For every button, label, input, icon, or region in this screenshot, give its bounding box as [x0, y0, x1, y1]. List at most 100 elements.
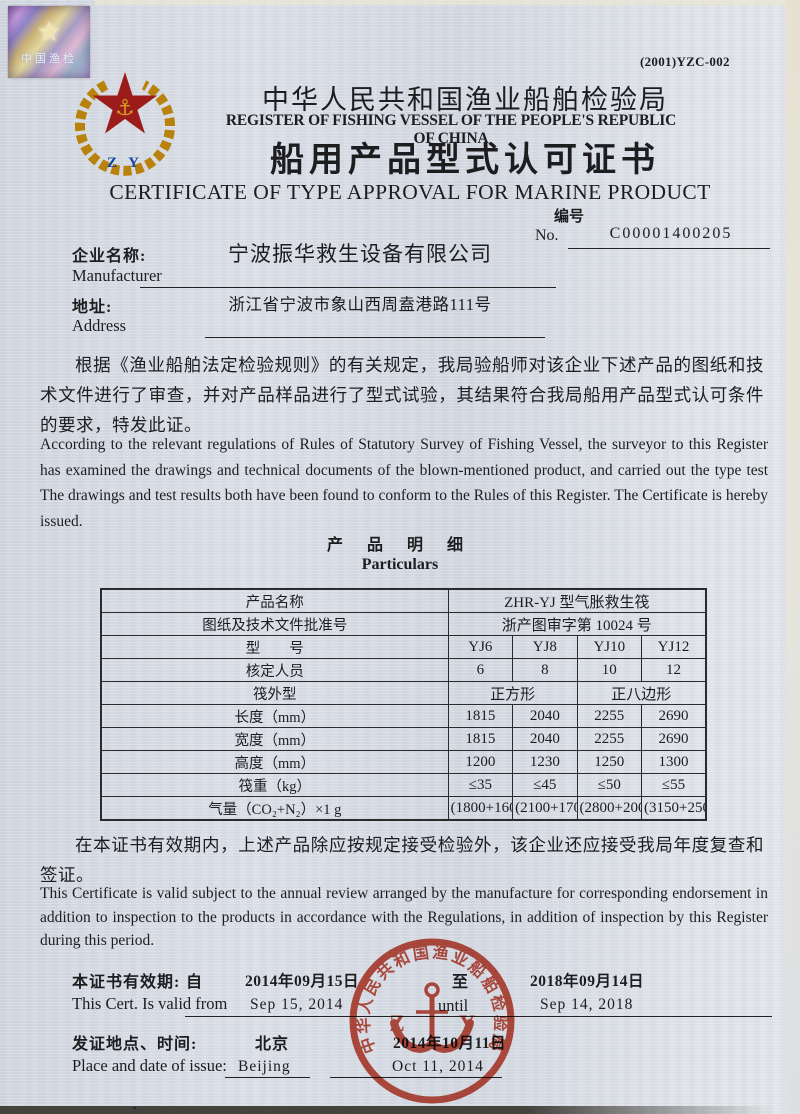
cell: 10 — [576, 658, 643, 682]
seal-outer-ring — [349, 938, 515, 1104]
hologram-label: 中国渔检 — [21, 53, 77, 65]
laurel-wreath-icon — [75, 80, 175, 176]
manufacturer-value: 宁波振华救生设备有限公司 — [228, 242, 492, 266]
valid-to-date-en: Sep 14, 2018 — [540, 996, 634, 1013]
row-label: 筏重（kg） — [100, 773, 449, 797]
row-value: 浙产图审字第 10024 号 — [447, 612, 707, 636]
cell: 1230 — [512, 750, 578, 774]
scan-edge-bottom — [0, 1106, 775, 1114]
cell: ≤35 — [447, 773, 514, 797]
validity-to-word-zh: 至 — [452, 974, 470, 991]
cell: YJ6 — [447, 635, 514, 659]
statement-paragraph-en: According to the relevant regulations of… — [40, 436, 768, 530]
address-label-zh: 地址: — [72, 299, 113, 316]
cell: 6 — [447, 658, 514, 682]
table-row: 宽度（mm） 1815 2040 2255 2690 — [100, 727, 707, 751]
address-underline — [205, 337, 545, 338]
issue-place-en: Beijing — [238, 1058, 291, 1075]
scan-edge-top — [95, 0, 800, 5]
table-row: 筏外型 正方形 正八边形 — [100, 681, 707, 705]
issue-label-zh: 发证地点、时间: — [72, 1036, 198, 1053]
cell: 1300 — [641, 750, 707, 774]
table-row: 核定人员 6 8 10 12 — [100, 658, 707, 682]
issue-place-underline — [225, 1077, 310, 1078]
table-row: 气量（CO₂+N₂）×1 g (1800+160)×1 (2100+170)×1… — [100, 796, 707, 821]
cell: 1200 — [447, 750, 514, 774]
valid-to-date-zh: 2018年09月14日 — [530, 973, 645, 990]
validity-underline — [185, 1016, 772, 1017]
cell: 2255 — [576, 704, 643, 728]
cell: YJ12 — [641, 635, 707, 659]
anchor-icon: ⚓ — [115, 96, 135, 121]
row-label: 宽度（mm） — [100, 727, 449, 751]
form-code: (2001)YZC-002 — [640, 54, 730, 69]
statement-paragraph-zh: 根据《渔业船舶法定检验规则》的有关规定，我局验船师对该企业下述产品的图纸和技术文… — [40, 355, 764, 435]
row-value: ZHR-YJ 型气胀救生筏 — [447, 588, 707, 613]
manufacturer-underline — [140, 287, 556, 288]
cell: 2255 — [576, 727, 643, 751]
valid-from-date-en: Sep 15, 2014 — [250, 996, 344, 1013]
table-row: 产品名称 ZHR-YJ 型气胀救生筏 — [100, 588, 707, 613]
table-row: 长度（mm） 1815 2040 2255 2690 — [100, 704, 707, 728]
table-row: 型 号 YJ6 YJ8 YJ10 YJ12 — [100, 635, 707, 659]
number-label-zh: 编号 — [554, 209, 585, 225]
cell: 2690 — [641, 727, 707, 751]
authority-name-en: REGISTER OF FISHING VESSEL OF THE PEOPLE… — [225, 112, 677, 147]
issue-label-en: Place and date of issue: — [72, 1056, 227, 1075]
cell: (2100+170)×1 — [512, 796, 578, 821]
cell: YJ10 — [576, 635, 643, 659]
issue-place-zh: 北京 — [255, 1036, 290, 1053]
cell: 12 — [641, 658, 707, 682]
stray-mark: . — [133, 1098, 137, 1113]
issue-date-en: Oct 11, 2014 — [392, 1058, 484, 1075]
cell: 8 — [512, 658, 578, 682]
cell: 2690 — [641, 704, 707, 728]
cell: (1800+160)×1 — [447, 796, 514, 821]
cell: 1815 — [447, 727, 514, 751]
row-label: 高度（mm） — [100, 750, 449, 774]
row-label: 图纸及技术文件批准号 — [100, 612, 449, 636]
manufacturer-label-en: Manufacturer — [72, 266, 162, 285]
cell: 2040 — [512, 704, 578, 728]
valid-from-date-zh: 2014年09月15日 — [245, 973, 360, 990]
number-underline — [568, 248, 770, 249]
cell: ≤50 — [576, 773, 643, 797]
table-row: 高度（mm） 1200 1230 1250 1300 — [100, 750, 707, 774]
validity-label-en: This Cert. Is valid from — [72, 994, 228, 1013]
agency-emblem: ⚓ Z Y — [75, 72, 175, 176]
annual-review-zh: 在本证书有效期内，上述产品除应按规定接受检验外，该企业还应接受我局年度复查和签证… — [40, 835, 764, 885]
cell: 正方形 — [447, 681, 578, 705]
row-label: 长度（mm） — [100, 704, 449, 728]
row-label: 型 号 — [100, 635, 449, 659]
cell: (2800+200)×1 — [576, 796, 643, 821]
table-row: 图纸及技术文件批准号 浙产图审字第 10024 号 — [100, 612, 707, 636]
certificate-number: C00001400205 — [609, 225, 733, 242]
cell: (3150+250)×1 — [641, 796, 707, 821]
row-label: 筏外型 — [100, 681, 449, 705]
issue-date-underline — [330, 1077, 502, 1078]
row-label: 产品名称 — [100, 588, 449, 613]
seal-anchor-icon — [390, 982, 474, 1053]
validity-label-zh: 本证书有效期: — [72, 974, 181, 991]
scan-edge-right — [786, 0, 800, 1114]
particulars-title-zh: 产 品 明 细 — [326, 537, 473, 554]
row-label: 气量（CO₂+N₂）×1 g — [100, 796, 449, 821]
official-seal: 中华人民共和国渔业船舶检验局 Z Y — [349, 938, 515, 1104]
red-star-icon — [92, 72, 158, 134]
particulars-table: 产品名称 ZHR-YJ 型气胀救生筏 图纸及技术文件批准号 浙产图审字第 100… — [100, 588, 707, 821]
number-label-en: No. — [535, 227, 559, 244]
address-value: 浙江省宁波市象山西周盍港路111号 — [228, 295, 492, 314]
certificate-title-zh: 船用产品型式认可证书 — [270, 142, 660, 179]
cell: 1815 — [447, 704, 514, 728]
cell: ≤45 — [512, 773, 578, 797]
hologram-star-icon: ★ — [36, 15, 62, 48]
row-label: 核定人员 — [100, 658, 449, 682]
annual-review-en: This Certificate is valid subject to the… — [40, 885, 768, 949]
emblem-zy-label: Z Y — [107, 155, 143, 171]
validity-from-word: 自 — [186, 974, 204, 991]
cell: 2040 — [512, 727, 578, 751]
cell: 正八边形 — [576, 681, 707, 705]
cell: YJ8 — [512, 635, 578, 659]
table-row: 筏重（kg） ≤35 ≤45 ≤50 ≤55 — [100, 773, 707, 797]
